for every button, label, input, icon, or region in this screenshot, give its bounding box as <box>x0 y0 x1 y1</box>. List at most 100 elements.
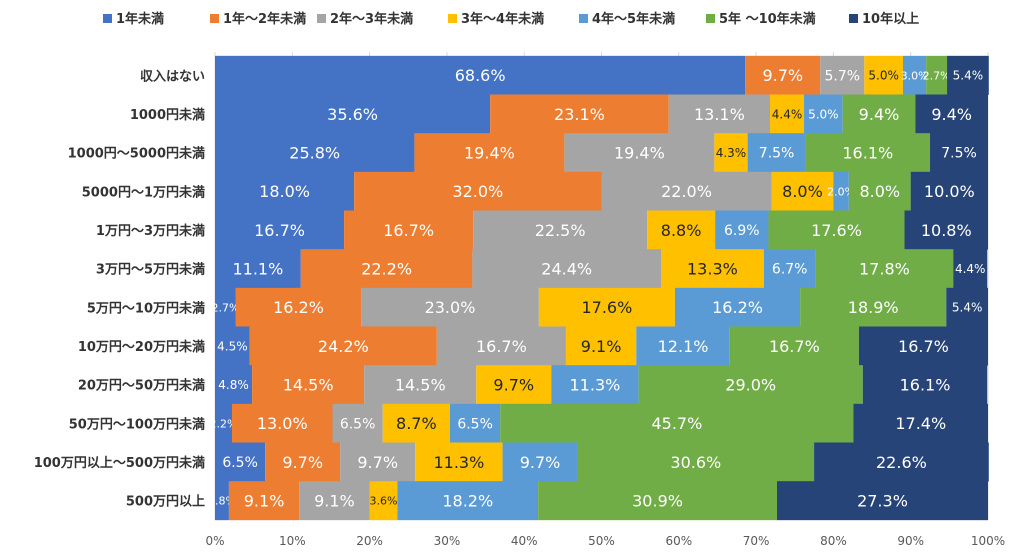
data-label: 7.5% <box>941 146 977 162</box>
value-axis: 0% 10% 20% 30% 40% 50% 60% 70% 80% 90% 100% <box>205 534 1005 548</box>
data-label: 23.1% <box>554 105 605 124</box>
data-label: 2.7% <box>211 301 239 314</box>
data-label: 30.6% <box>670 453 721 472</box>
data-label: 11.1% <box>232 259 283 278</box>
tick-label: 90% <box>897 534 924 548</box>
data-label: 10.0% <box>924 182 975 201</box>
bar-segment <box>476 365 552 405</box>
data-label: 5.7% <box>825 68 861 84</box>
category-label: 5000円～1万円未満 <box>82 184 205 200</box>
data-label: 9.7% <box>282 453 323 472</box>
data-label: 4.4% <box>955 262 986 276</box>
data-label: 16.2% <box>712 298 763 317</box>
data-label: 16.2% <box>273 298 324 317</box>
category-label: 500万円以上 <box>126 495 205 510</box>
data-label: 3.6% <box>370 495 398 508</box>
data-label: 6.9% <box>724 223 760 239</box>
bar-segment <box>473 210 648 250</box>
bar-segment <box>215 171 355 211</box>
legend-swatch <box>103 14 112 23</box>
bar-segment <box>265 442 341 482</box>
bar-segment <box>763 249 816 289</box>
bar-segment <box>715 210 769 250</box>
bars: 68.6% 9.7% 5.7% 5.0% 3.0%2.7% 5.4%35.6% 23.1% 1… <box>208 55 989 521</box>
tick-label: 80% <box>820 534 847 548</box>
bar-segment <box>215 481 229 521</box>
data-label: 2.2% <box>210 417 238 430</box>
tick-label: 100% <box>971 534 1005 548</box>
bar-segment <box>820 55 865 95</box>
data-label: 14.5% <box>283 375 334 394</box>
tick-label: 60% <box>665 534 692 548</box>
data-label: 27.3% <box>857 491 908 510</box>
data-label: 3.0% <box>901 69 929 82</box>
data-label: 68.6% <box>455 66 506 85</box>
legend-label: 1年未満 <box>116 11 164 27</box>
data-label: 6.5% <box>340 416 376 432</box>
legend: 1年未満 1年～2年未満 2年～3年未満 3年～4年未満 4年～5年未満 5年 ～10年未… <box>103 11 919 27</box>
bar-segment <box>674 287 801 327</box>
bar-segment <box>369 481 398 521</box>
legend-swatch <box>317 14 326 23</box>
bar-segment <box>804 94 843 134</box>
data-label: 6.5% <box>222 455 258 471</box>
data-label: 19.4% <box>614 143 665 162</box>
category-label: 1000円～5000円未満 <box>68 146 205 162</box>
bar-segment <box>340 442 416 482</box>
category-label: 3万円～5万円未満 <box>96 262 205 278</box>
bar-segment <box>232 403 333 443</box>
bar-segment <box>215 133 415 173</box>
data-label: 16.7% <box>254 221 305 240</box>
bar-segment <box>215 442 266 482</box>
bar-segment <box>601 171 772 211</box>
bar-segment <box>502 442 578 482</box>
bar-segment <box>668 94 771 134</box>
bar-segment <box>235 287 362 327</box>
data-label: 16.7% <box>769 337 820 356</box>
bar-segment <box>858 326 988 366</box>
bar-segment <box>745 55 821 95</box>
bar-segment <box>415 442 503 482</box>
bar-segment <box>300 249 473 289</box>
bar-segment <box>842 94 916 134</box>
bar-segment <box>215 94 491 134</box>
data-label: 13.0% <box>257 414 308 433</box>
tick-label: 10% <box>279 534 306 548</box>
data-label: 4.8% <box>218 378 249 392</box>
tick-label: 20% <box>356 534 383 548</box>
bar-segment <box>215 326 250 366</box>
data-label: 22.2% <box>361 259 412 278</box>
data-label: 13.1% <box>694 105 745 124</box>
bar-segment <box>565 326 637 366</box>
bar-segment <box>332 403 383 443</box>
legend-label: 10年以上 <box>862 11 919 27</box>
data-label: 32.0% <box>452 182 503 201</box>
data-label: 17.8% <box>859 259 910 278</box>
bar-segment <box>770 94 805 134</box>
bar-segment <box>946 287 988 327</box>
data-label: 9.4% <box>859 105 900 124</box>
data-label: 18.2% <box>442 491 493 510</box>
data-label: 5.4% <box>952 301 983 315</box>
legend-label: 4年～5年未満 <box>592 11 675 27</box>
bar-segment <box>815 249 954 289</box>
tick-label: 0% <box>205 534 224 548</box>
bar-segment <box>577 442 815 482</box>
data-label: 18.0% <box>259 182 310 201</box>
bar-segment <box>436 326 566 366</box>
data-label: 16.7% <box>383 221 434 240</box>
tick-label: 30% <box>434 534 461 548</box>
data-label: 4.3% <box>716 146 747 160</box>
data-label: 18.9% <box>848 298 899 317</box>
bar-segment <box>930 133 988 173</box>
category-axis: 収入はない 1000円未満 1000円～5000円未満 5000円～1万円未満 1万円～… <box>34 69 205 509</box>
category-label: 収入はない <box>140 69 205 84</box>
bar-segment <box>953 249 988 289</box>
bar-segment <box>902 55 927 95</box>
bar-segment <box>768 210 905 250</box>
bar-segment <box>805 133 931 173</box>
data-label: 14.5% <box>395 375 446 394</box>
bar-segment <box>747 133 806 173</box>
tick-label: 40% <box>511 534 538 548</box>
